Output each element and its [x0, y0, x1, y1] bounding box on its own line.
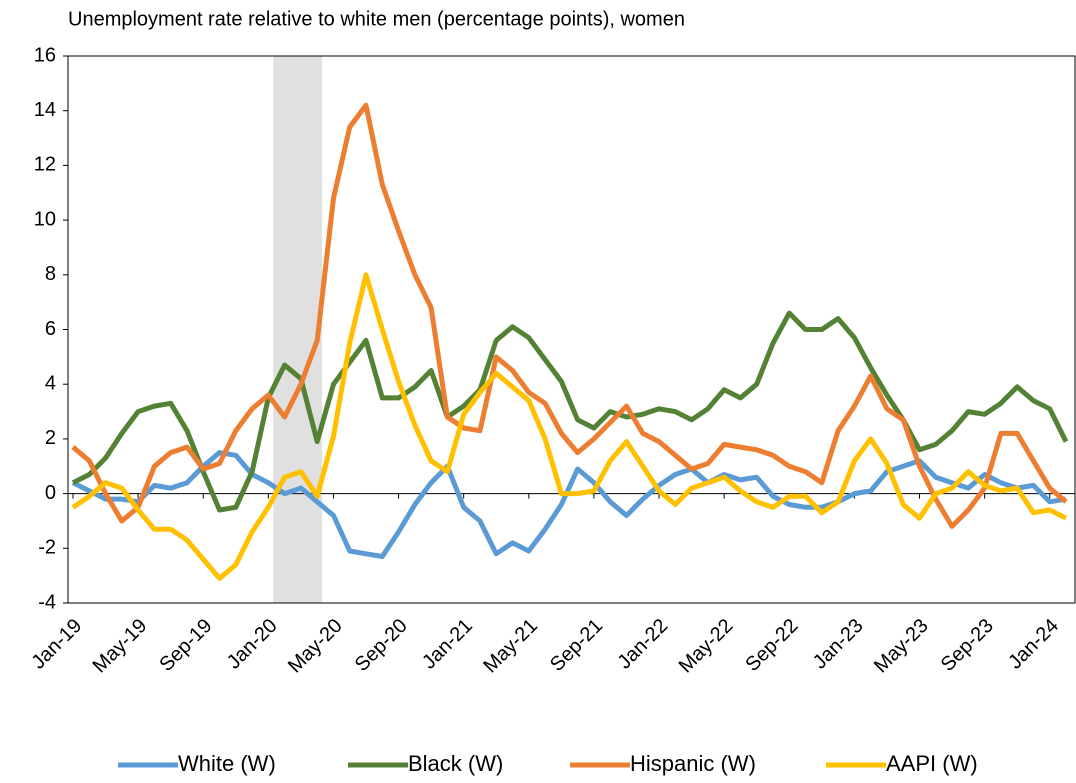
plot-frame	[67, 55, 1076, 604]
x-tick-label: Sep-23	[937, 615, 998, 676]
y-tick-label: 14	[34, 99, 56, 121]
series-line	[71, 272, 1068, 581]
legend-label: Hispanic (W)	[630, 751, 756, 776]
chart-title: Unemployment rate relative to white men …	[68, 8, 685, 30]
x-tick-label: Sep-19	[155, 615, 216, 676]
x-tick-label: May-20	[284, 615, 347, 678]
y-tick-label: -2	[38, 537, 56, 559]
x-tick-label: Sep-22	[741, 615, 802, 676]
legend-label: Black (W)	[408, 751, 503, 776]
x-tick-label: Jan-22	[614, 615, 673, 674]
series-line	[71, 450, 1067, 559]
x-tick-label: May-22	[675, 615, 738, 678]
y-tick-label: 0	[45, 482, 56, 504]
y-tick-label: -4	[38, 591, 56, 613]
recession-shade	[273, 56, 323, 603]
x-tick-label: Jan-23	[809, 615, 868, 674]
y-tick-label: 10	[34, 208, 56, 230]
y-tick-label: 4	[45, 372, 56, 394]
x-tick-label: May-23	[870, 615, 933, 678]
legend-label: AAPI (W)	[886, 751, 978, 776]
x-tick-label: Jan-21	[418, 615, 477, 674]
x-tick-label: Sep-20	[351, 615, 412, 676]
y-tick-label: 8	[45, 263, 56, 285]
y-tick-label: 6	[45, 318, 56, 340]
x-tick-label: Jan-19	[27, 615, 86, 674]
x-tick-label: May-19	[89, 615, 152, 678]
y-tick-label: 2	[45, 427, 56, 449]
legend-label: White (W)	[178, 751, 276, 776]
x-tick-label: Sep-21	[546, 615, 607, 676]
y-tick-label: 16	[34, 44, 56, 66]
y-tick-label: 12	[34, 154, 56, 176]
series-line	[71, 310, 1069, 513]
x-tick-label: May-21	[479, 615, 542, 678]
x-tick-label: Jan-24	[1004, 615, 1063, 674]
x-tick-label: Jan-20	[223, 615, 282, 674]
series-line	[71, 102, 1068, 529]
